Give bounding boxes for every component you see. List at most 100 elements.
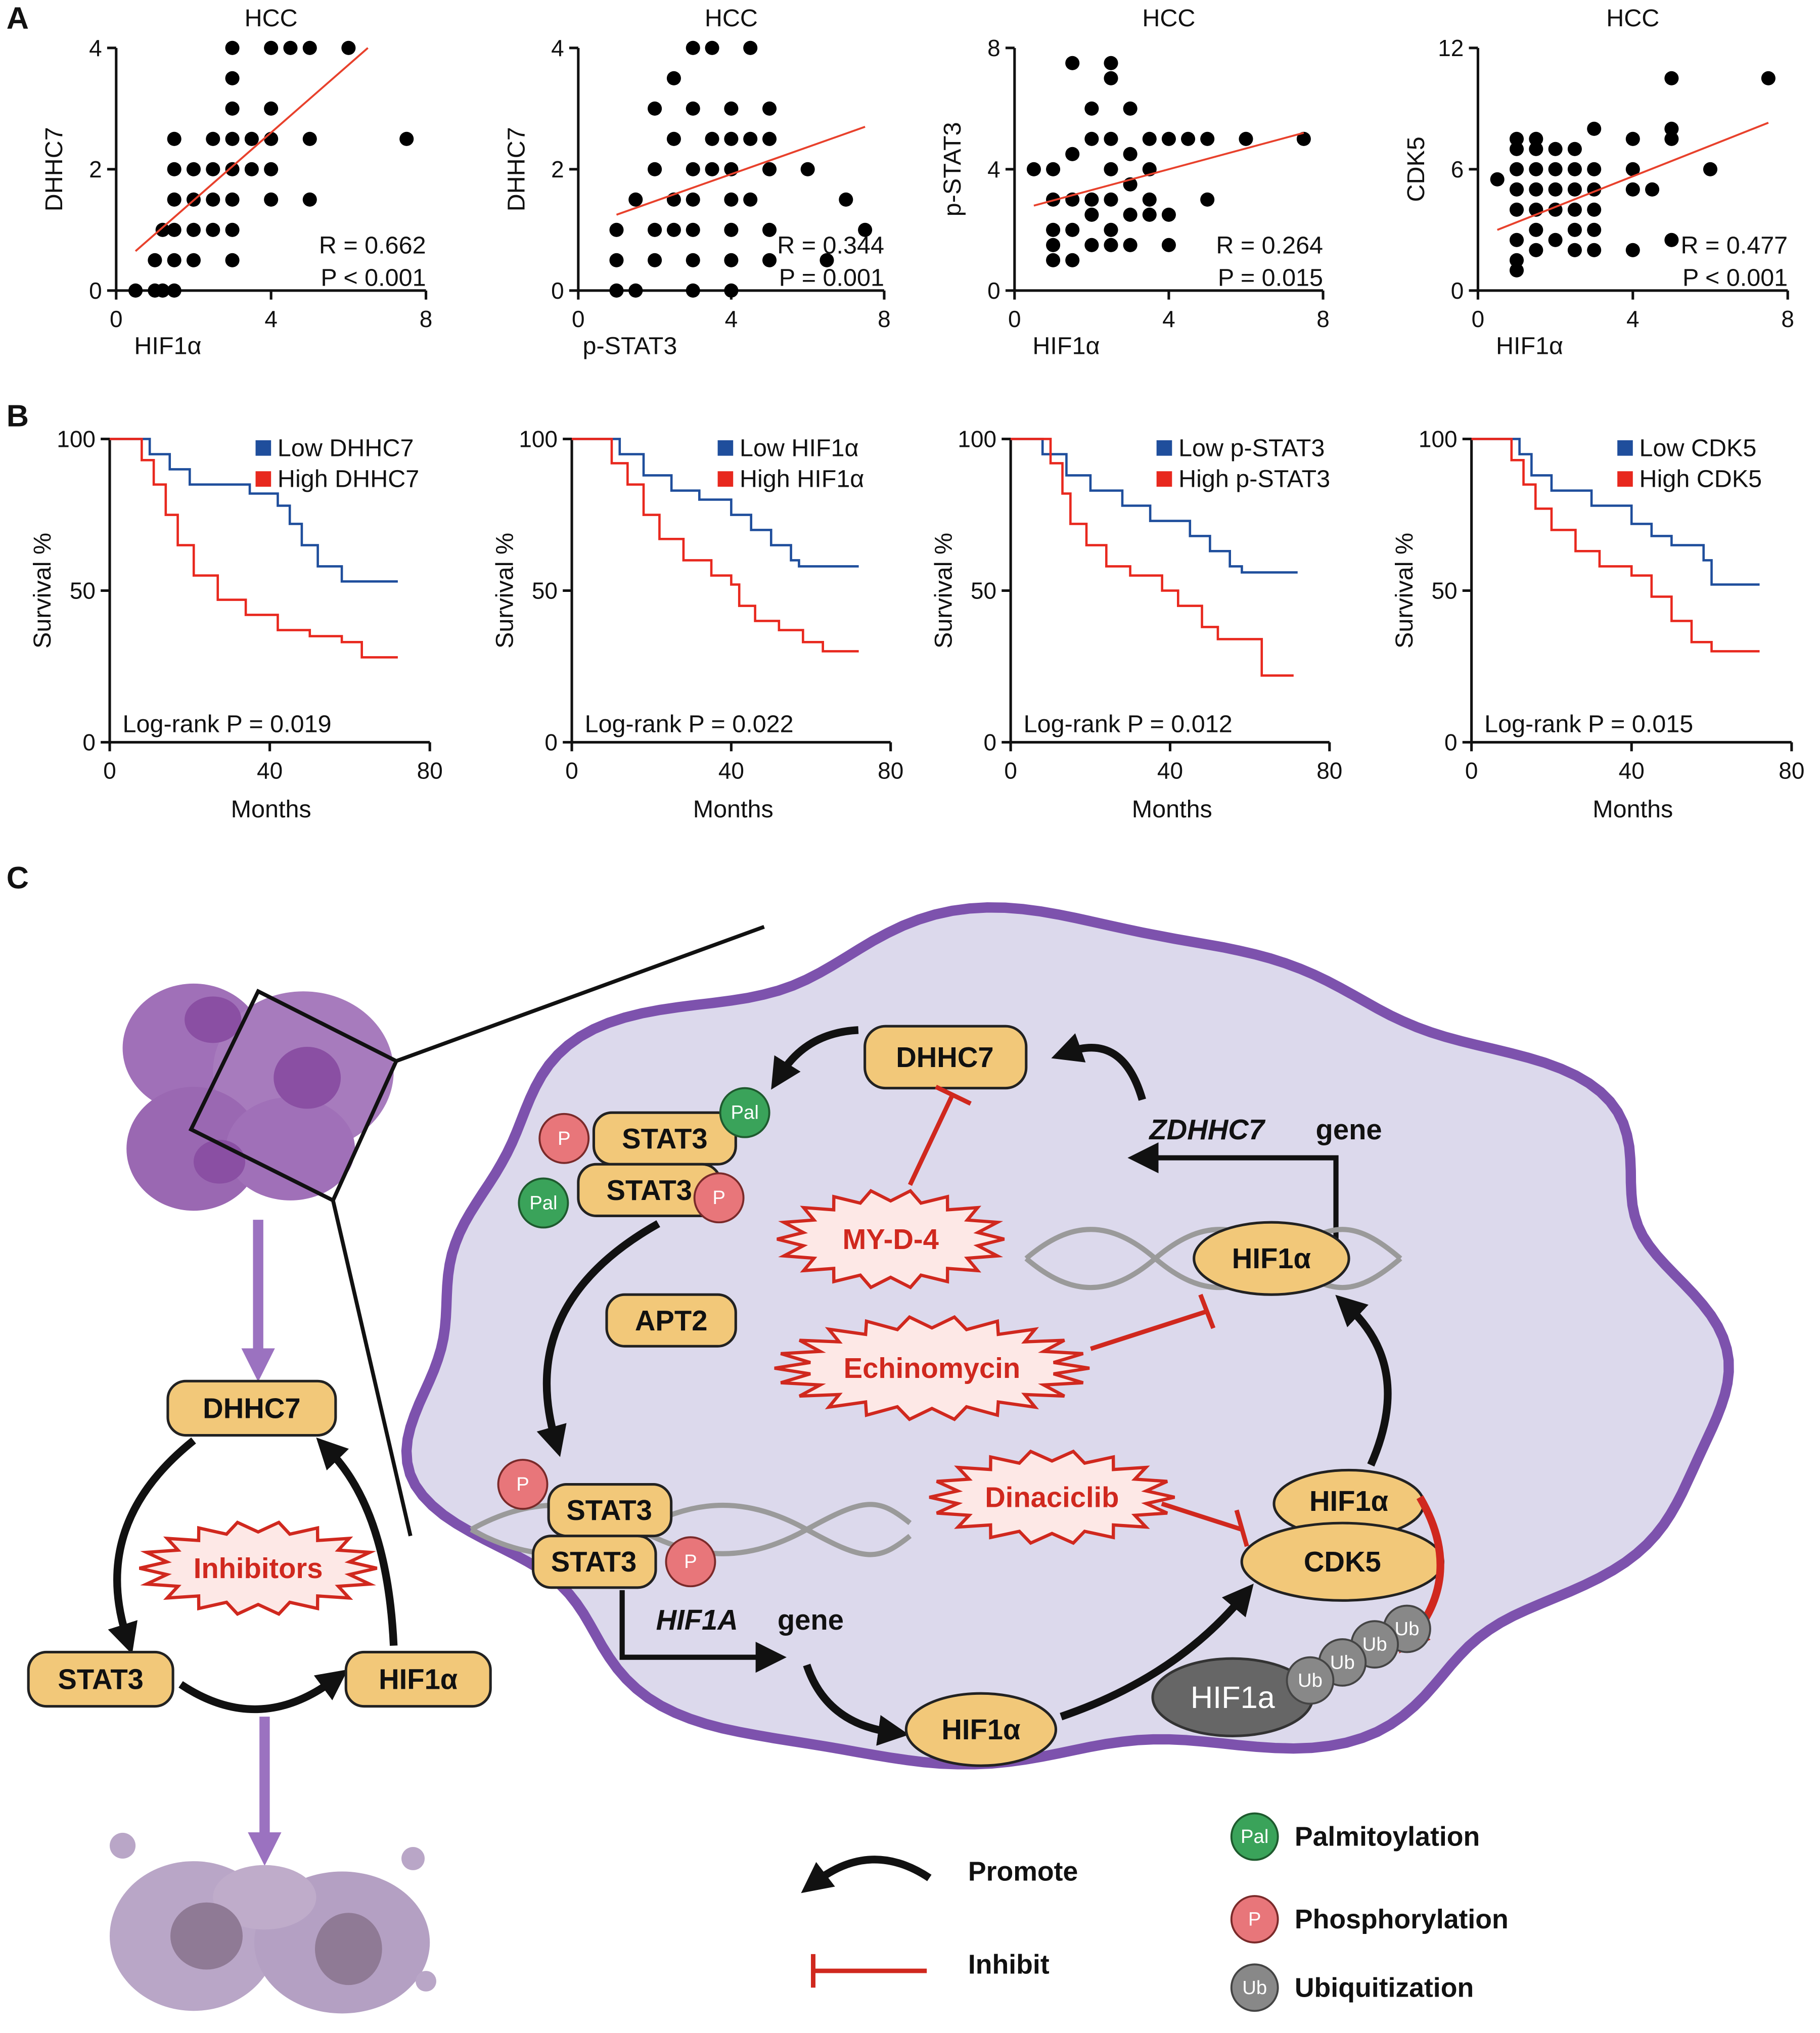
- chart-title: HCC: [245, 5, 298, 32]
- point: [264, 40, 279, 55]
- legend-swatch: [1617, 471, 1633, 487]
- point: [724, 253, 739, 267]
- palm-symbol: Pal: [1241, 1826, 1268, 1847]
- x-tick-label: 80: [417, 758, 443, 784]
- protein-label: STAT3: [58, 1664, 144, 1695]
- legend-label: Promote: [968, 1856, 1078, 1886]
- legend-label: Ubiquitization: [1295, 1972, 1474, 2003]
- point: [628, 283, 643, 298]
- zoom-line: [395, 925, 765, 1063]
- point: [724, 283, 739, 298]
- diagram: DHHC7 Inhibitors STAT3 HIF1α DHHC7 ZDHHC…: [27, 902, 1734, 2014]
- protein-label: STAT3: [566, 1494, 652, 1526]
- point: [1548, 233, 1563, 247]
- point: [225, 131, 240, 146]
- survival-curve: [1471, 438, 1760, 653]
- point: [743, 131, 758, 146]
- y-tick-label: 0: [1451, 278, 1464, 304]
- point: [167, 253, 181, 267]
- trend-line: [1033, 131, 1304, 207]
- point: [399, 131, 414, 146]
- point: [839, 192, 853, 207]
- x-tick-label: 80: [1316, 758, 1342, 784]
- x-axis-label: HIF1α: [1032, 333, 1100, 360]
- palm-circle: [719, 1087, 770, 1138]
- promote-arrow: [108, 1437, 196, 1654]
- survival-curve: [572, 438, 859, 653]
- point: [186, 222, 201, 237]
- y-tick-label: 12: [1438, 35, 1464, 61]
- x-axis-label: HIF1α: [134, 333, 201, 360]
- point: [1587, 243, 1602, 257]
- point: [1509, 142, 1524, 156]
- point: [820, 253, 834, 267]
- point: [1587, 202, 1602, 217]
- protein-box: [531, 1535, 657, 1589]
- point: [341, 40, 356, 55]
- y-tick-label: 0: [1444, 729, 1458, 755]
- legend-swatch: [717, 440, 734, 456]
- point: [128, 283, 143, 298]
- y-axis-label: DHHC7: [503, 127, 530, 211]
- y-axis-label: Survival %: [930, 533, 957, 649]
- ub-symbol: Ub: [1362, 1634, 1387, 1655]
- point: [264, 162, 279, 176]
- point: [1065, 56, 1080, 70]
- protein-label: CDK5: [1304, 1546, 1381, 1578]
- point: [155, 283, 170, 298]
- point: [1104, 222, 1118, 237]
- y-tick-label: 50: [532, 577, 558, 604]
- point: [1509, 253, 1524, 267]
- stat-annotation: R = 0.477: [1680, 232, 1788, 259]
- y-tick-label: 8: [987, 35, 1000, 61]
- scatter-chart: 0 4 8 0 2 4 HCC p-STAT3 DHHC7 R = 0.344 P = 0.001: [503, 5, 890, 360]
- point: [1703, 162, 1718, 176]
- x-tick-label: 8: [878, 306, 891, 332]
- inhibit-line: [907, 1085, 972, 1186]
- point: [302, 40, 317, 55]
- stat-annotation: R = 0.662: [319, 232, 426, 259]
- point: [1529, 131, 1543, 146]
- point: [1567, 243, 1582, 257]
- x-tick-label: 40: [718, 758, 744, 784]
- point: [1645, 182, 1660, 197]
- x-tick-label: 0: [110, 306, 123, 332]
- legend-swatch: [717, 471, 734, 487]
- protein-label: DHHC7: [896, 1041, 993, 1073]
- point: [686, 40, 700, 55]
- point: [186, 253, 201, 267]
- point: [1529, 182, 1543, 197]
- y-tick-label: 0: [987, 278, 1000, 304]
- phospho-symbol: P: [684, 1551, 697, 1573]
- phospho-circle: [693, 1172, 745, 1224]
- point: [648, 253, 662, 267]
- x-tick-label: 0: [1465, 758, 1478, 784]
- point: [762, 162, 777, 176]
- legend-swatch: [1617, 440, 1633, 456]
- inhibitor-burst: [774, 1315, 1090, 1421]
- panel-label: A: [7, 1, 29, 35]
- legend-inhibit: [811, 1954, 927, 1988]
- phospho-symbol: P: [558, 1128, 571, 1149]
- point: [1123, 207, 1138, 222]
- palm-circle: [1230, 1812, 1279, 1861]
- legend-label: Low HIF1α: [740, 434, 859, 461]
- x-tick-label: 0: [1004, 758, 1017, 784]
- point: [206, 131, 220, 146]
- point: [1161, 207, 1176, 222]
- promote-arrow: [316, 1437, 398, 1646]
- point: [686, 192, 700, 207]
- x-tick-label: 0: [1472, 306, 1485, 332]
- inhibit-line: [1090, 1293, 1216, 1351]
- x-tick-label: 4: [264, 306, 278, 332]
- point: [1664, 71, 1679, 85]
- stat-annotation: P < 0.001: [321, 264, 426, 291]
- point: [762, 253, 777, 267]
- survival-chart: 0 40 80 0 50 100 Months Survival % Log-rank P = …: [930, 426, 1342, 823]
- point: [148, 253, 162, 267]
- point: [1200, 192, 1215, 207]
- dead-cells: [110, 1832, 436, 2014]
- legend-label: Inhibit: [968, 1949, 1050, 1979]
- point: [686, 253, 700, 267]
